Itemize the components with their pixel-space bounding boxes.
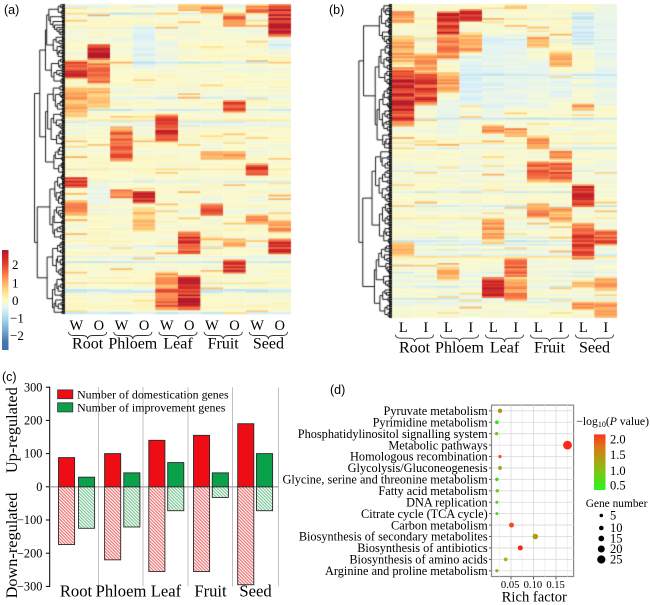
svg-text:DNA replication: DNA replication xyxy=(406,495,488,509)
svg-text:1.0: 1.0 xyxy=(610,464,626,478)
svg-text:0.05: 0.05 xyxy=(501,580,520,591)
svg-text:Biosynthesis of antibiotics: Biosynthesis of antibiotics xyxy=(357,541,488,555)
svg-text:200: 200 xyxy=(24,414,42,428)
svg-text:I: I xyxy=(558,320,563,336)
svg-text:(b): (b) xyxy=(329,3,344,17)
svg-text:W: W xyxy=(69,318,83,334)
svg-text:I: I xyxy=(468,320,473,336)
svg-text:Leaf: Leaf xyxy=(490,340,520,357)
svg-text:O: O xyxy=(274,318,284,334)
svg-text:O: O xyxy=(139,318,149,334)
svg-text:W: W xyxy=(115,318,129,334)
svg-text:Glycine, serine and threonine: Glycine, serine and threonine metabolism xyxy=(282,473,488,487)
svg-text:L: L xyxy=(534,320,543,336)
svg-text:300: 300 xyxy=(24,380,42,394)
svg-text:100: 100 xyxy=(24,447,42,461)
svg-text:2: 2 xyxy=(12,257,19,272)
svg-text:−300: −300 xyxy=(17,580,42,594)
svg-text:0: 0 xyxy=(12,293,19,308)
svg-text:1: 1 xyxy=(12,276,19,291)
svg-text:Down-regulated: Down-regulated xyxy=(2,493,21,599)
svg-text:Root: Root xyxy=(60,582,93,601)
svg-text:Number of domestication genes: Number of domestication genes xyxy=(77,387,229,401)
svg-text:O: O xyxy=(229,318,239,334)
svg-text:Phloem: Phloem xyxy=(96,582,147,601)
svg-text:Seed: Seed xyxy=(253,336,284,353)
svg-text:L: L xyxy=(444,320,453,336)
svg-text:5: 5 xyxy=(610,509,616,523)
svg-text:(c): (c) xyxy=(2,370,17,384)
svg-text:Citrate cycle (TCA cycle): Citrate cycle (TCA cycle) xyxy=(361,507,488,521)
svg-text:−200: −200 xyxy=(17,546,42,560)
svg-text:Fruit: Fruit xyxy=(534,340,566,357)
svg-text:Root: Root xyxy=(399,340,431,357)
svg-text:L: L xyxy=(489,320,498,336)
svg-text:Fatty acid metabolism: Fatty acid metabolism xyxy=(378,484,488,498)
svg-text:L: L xyxy=(579,320,588,336)
svg-text:−2: −2 xyxy=(10,328,24,343)
svg-text:Root: Root xyxy=(72,336,104,353)
svg-text:W: W xyxy=(205,318,219,334)
svg-text:−log10(P value): −log10(P value) xyxy=(576,415,649,429)
svg-text:W: W xyxy=(250,318,264,334)
svg-text:−1: −1 xyxy=(10,311,24,326)
svg-text:I: I xyxy=(603,320,608,336)
svg-text:−100: −100 xyxy=(17,513,42,527)
svg-text:Biosynthesis of secondary meta: Biosynthesis of secondary metabolites xyxy=(299,530,488,544)
svg-text:Gene number: Gene number xyxy=(586,498,648,510)
svg-text:(a): (a) xyxy=(4,3,19,17)
svg-text:15: 15 xyxy=(610,532,623,546)
svg-text:Phloem: Phloem xyxy=(108,336,157,353)
svg-text:2.0: 2.0 xyxy=(610,433,626,447)
svg-text:O: O xyxy=(94,318,104,334)
svg-text:Glycolysis/Gluconeogenesis: Glycolysis/Gluconeogenesis xyxy=(348,461,488,475)
svg-text:25: 25 xyxy=(610,553,623,567)
svg-text:Number of improvement genes: Number of improvement genes xyxy=(77,401,226,415)
svg-text:Rich factor: Rich factor xyxy=(502,590,567,605)
svg-text:(d): (d) xyxy=(330,383,345,397)
svg-text:Arginine and proline metabolis: Arginine and proline metabolism xyxy=(325,564,488,578)
svg-text:0.5: 0.5 xyxy=(610,479,626,493)
svg-text:10: 10 xyxy=(610,521,623,535)
svg-text:Leaf: Leaf xyxy=(163,336,193,353)
svg-text:Up-regulated: Up-regulated xyxy=(2,387,21,473)
svg-text:W: W xyxy=(160,318,174,334)
svg-text:Pyruvate metabolism: Pyruvate metabolism xyxy=(384,404,489,418)
svg-text:20: 20 xyxy=(610,542,623,556)
svg-text:O: O xyxy=(184,318,194,334)
svg-text:L: L xyxy=(399,320,408,336)
svg-text:0: 0 xyxy=(36,480,42,494)
svg-text:Seed: Seed xyxy=(239,582,272,601)
svg-text:Phosphatidylinositol signallin: Phosphatidylinositol signalling system xyxy=(298,427,488,441)
svg-text:Pyrimidine metabolism: Pyrimidine metabolism xyxy=(373,415,489,429)
svg-text:0.15: 0.15 xyxy=(546,580,565,591)
svg-text:Biosynthesis of amino acids: Biosynthesis of amino acids xyxy=(349,553,488,567)
svg-text:Seed: Seed xyxy=(579,340,610,357)
svg-text:Metabolic pathways: Metabolic pathways xyxy=(388,438,488,452)
svg-text:I: I xyxy=(423,320,428,336)
svg-text:Phloem: Phloem xyxy=(435,340,484,357)
svg-text:Fruit: Fruit xyxy=(194,582,227,601)
svg-text:0.10: 0.10 xyxy=(524,580,543,591)
svg-text:Homologous recombination: Homologous recombination xyxy=(350,450,488,464)
svg-text:Carbon metabolism: Carbon metabolism xyxy=(391,518,488,532)
svg-text:Fruit: Fruit xyxy=(208,336,240,353)
svg-text:I: I xyxy=(513,320,518,336)
svg-text:1.5: 1.5 xyxy=(610,448,626,462)
svg-text:Leaf: Leaf xyxy=(151,582,182,601)
